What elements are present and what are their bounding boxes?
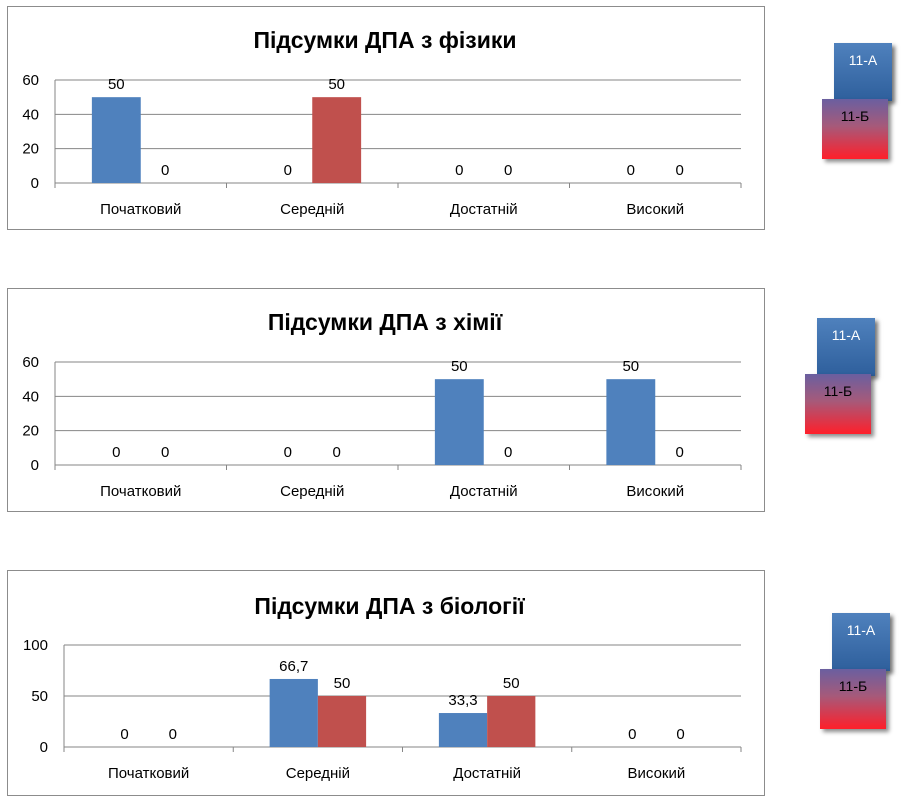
data-label: 0	[112, 444, 120, 461]
data-label: 50	[451, 358, 468, 375]
data-label: 50	[108, 76, 125, 93]
bar-11b	[317, 696, 367, 747]
data-label: 0	[120, 726, 128, 743]
data-label: 66,7	[279, 658, 308, 675]
data-label: 0	[676, 726, 684, 743]
data-label: 0	[628, 726, 636, 743]
legend-item-11a: 11-А	[832, 613, 890, 671]
y-tick-label: 60	[22, 72, 39, 89]
legend-item-11a: 11-А	[834, 43, 892, 101]
x-tick-label: Високий	[626, 483, 684, 500]
data-label: 0	[161, 162, 169, 179]
bar-11a	[91, 97, 141, 183]
x-tick-label: Початковий	[100, 483, 181, 500]
data-label: 0	[504, 444, 512, 461]
y-tick-label: 0	[40, 739, 48, 756]
x-tick-label: Достатній	[453, 765, 521, 782]
y-tick-label: 0	[31, 457, 39, 474]
chart-svg: Підсумки ДПА з біології 0 50 100 Початковий 0…	[23, 593, 742, 782]
x-tick-label: Середній	[286, 765, 350, 782]
data-label: 0	[455, 162, 463, 179]
bar-11a	[269, 678, 318, 747]
x-tick-label: Середній	[280, 201, 344, 218]
data-label: 0	[161, 444, 169, 461]
data-label: 0	[284, 444, 292, 461]
x-tick-label: Достатній	[450, 483, 518, 500]
chart-svg: Підсумки ДПА з хімії 0 20 40 60 Початковий 0 0 С…	[22, 309, 742, 500]
x-tick-label: Високий	[628, 765, 686, 782]
data-label: 50	[503, 675, 520, 692]
y-tick-label: 20	[22, 141, 39, 158]
data-label: 0	[676, 444, 684, 461]
y-tick-label: 40	[22, 106, 39, 123]
chart-biology: Підсумки ДПА з біології 0 50 100 Початковий 0…	[7, 570, 765, 796]
bar-11a	[606, 379, 656, 465]
legend-item-11b: 11-Б	[805, 374, 871, 434]
y-tick-label: 40	[22, 388, 39, 405]
chart-title: Підсумки ДПА з фізики	[253, 27, 516, 53]
legend-item-11b: 11-Б	[820, 669, 886, 729]
y-tick-label: 20	[22, 423, 39, 440]
data-label: 33,3	[448, 692, 477, 709]
y-tick-label: 100	[23, 637, 48, 654]
data-label: 50	[622, 358, 639, 375]
y-tick-label: 50	[31, 688, 48, 705]
data-label: 50	[328, 76, 345, 93]
data-label: 0	[333, 444, 341, 461]
legend-item-11b: 11-Б	[822, 99, 888, 159]
data-label: 0	[676, 162, 684, 179]
chart-svg: Підсумки ДПА з фізики 0 20 40 60 Початковий 50…	[22, 27, 742, 218]
data-label: 0	[627, 162, 635, 179]
bar-11b	[487, 696, 536, 747]
x-tick-label: Достатній	[450, 201, 518, 218]
x-tick-label: Початковий	[100, 201, 181, 218]
chart-title: Підсумки ДПА з хімії	[268, 309, 503, 335]
legend-item-11a: 11-А	[817, 318, 875, 376]
chart-physics: Підсумки ДПА з фізики 0 20 40 60 Початковий 50…	[7, 6, 765, 230]
x-tick-label: Середній	[280, 483, 344, 500]
y-tick-label: 0	[31, 175, 39, 192]
data-label: 0	[169, 726, 177, 743]
data-label: 0	[284, 162, 292, 179]
x-tick-label: Високий	[626, 201, 684, 218]
chart-chemistry: Підсумки ДПА з хімії 0 20 40 60 Початковий 0 0 С…	[7, 288, 765, 512]
bar-11a	[438, 713, 488, 747]
data-label: 50	[334, 675, 351, 692]
chart-title: Підсумки ДПА з біології	[254, 593, 525, 619]
data-label: 0	[504, 162, 512, 179]
x-tick-label: Початковий	[108, 765, 189, 782]
bar-11a	[434, 379, 484, 465]
bar-11b	[312, 97, 362, 183]
y-tick-label: 60	[22, 354, 39, 371]
